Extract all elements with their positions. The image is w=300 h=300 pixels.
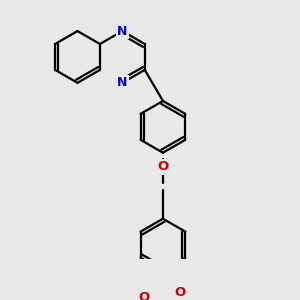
Text: N: N	[117, 76, 128, 89]
Text: O: O	[138, 291, 149, 300]
Text: O: O	[174, 286, 185, 299]
Text: O: O	[157, 160, 169, 173]
Text: N: N	[117, 25, 128, 38]
